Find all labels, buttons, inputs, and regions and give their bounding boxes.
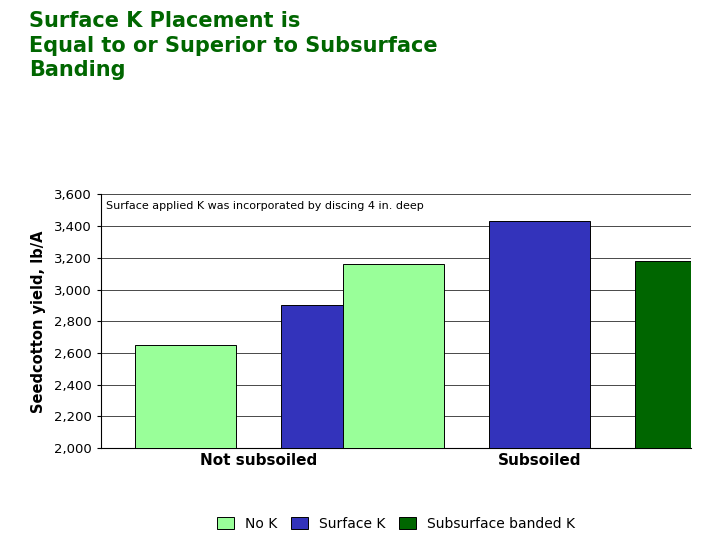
Bar (135, 345, 235, 448)
Text: Surface applied K was incorporated by discing 4 in. deep: Surface applied K was incorporated by di… (107, 201, 424, 211)
Text: Surface K Placement is
Equal to or Superior to Subsurface
Banding: Surface K Placement is Equal to or Super… (29, 11, 438, 80)
Bar (343, 264, 444, 448)
Bar (489, 221, 590, 448)
Legend: No K, Surface K, Subsurface banded K: No K, Surface K, Subsurface banded K (212, 511, 580, 536)
Bar (281, 306, 382, 448)
Bar (635, 261, 720, 448)
Y-axis label: Seedcotton yield, lb/A: Seedcotton yield, lb/A (30, 230, 45, 413)
